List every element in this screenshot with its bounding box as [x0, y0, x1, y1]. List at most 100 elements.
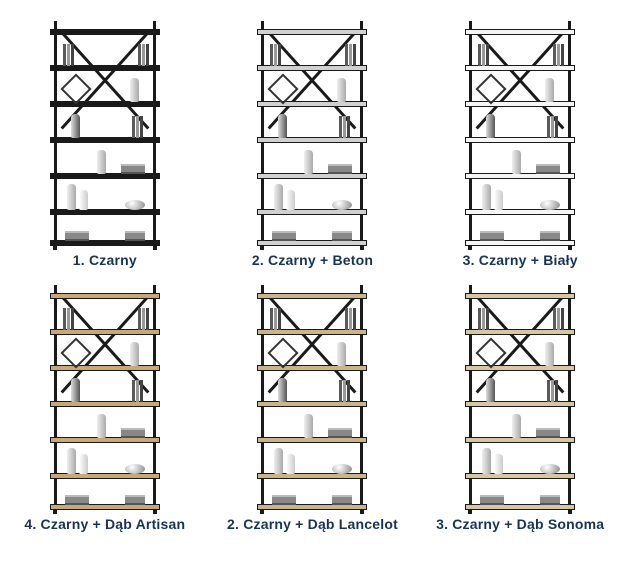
shelf-decor [466, 182, 574, 210]
foot [468, 246, 472, 250]
shelf-decor [51, 374, 159, 402]
vase-icon [130, 78, 139, 102]
shelf-plank [257, 65, 367, 71]
books-stack-icon [125, 231, 145, 241]
product-image [419, 272, 621, 510]
vase-icon [278, 114, 287, 138]
foot [53, 510, 57, 514]
variant-label: 1. Czarny [73, 252, 137, 268]
geo-icon [476, 337, 507, 368]
shelf-decor [466, 38, 574, 66]
shelf-plank [50, 101, 160, 107]
vase-icon [545, 342, 554, 366]
books-icon [547, 380, 550, 402]
shelf-plank [50, 504, 160, 510]
vase-icon [494, 190, 503, 210]
shelf-plank [50, 329, 160, 335]
vase-icon [71, 114, 80, 138]
shelf-decor [258, 477, 366, 505]
vase-icon [67, 184, 76, 210]
shelf-plank [257, 240, 367, 246]
books-stack-icon [332, 495, 352, 505]
product-image [419, 8, 621, 246]
books-icon [553, 308, 556, 330]
vase-icon [486, 114, 495, 138]
shelf-plank [257, 173, 367, 179]
shelf-decor [466, 338, 574, 366]
books-stack-icon [65, 231, 89, 241]
vase-icon [274, 184, 283, 210]
shelf-plank [50, 437, 160, 443]
variant-label: 2. Czarny + Beton [252, 252, 373, 268]
vase-icon [486, 378, 495, 402]
books-stack-icon [332, 231, 352, 241]
foot [153, 246, 157, 250]
variant-cell: 2. Czarny + Dąb Lancelot [212, 272, 414, 532]
vase-icon [71, 378, 80, 402]
books-icon [339, 380, 342, 402]
shelf-decor [258, 410, 366, 438]
books-icon [345, 308, 348, 330]
shelf-plank [465, 365, 575, 371]
foot [360, 246, 364, 250]
shelf-plank [257, 329, 367, 335]
shelf-decor [466, 110, 574, 138]
shelf-plank [50, 240, 160, 246]
vase-icon [545, 78, 554, 102]
books-icon [138, 308, 141, 330]
shelf-plank [257, 437, 367, 443]
shelf-decor [258, 302, 366, 330]
shelf-plank [50, 293, 160, 299]
variant-label: 3. Czarny + Dąb Sonoma [436, 516, 604, 532]
shelf-decor [51, 338, 159, 366]
vase-icon [130, 342, 139, 366]
shelf-plank [465, 29, 575, 35]
decor-icon [332, 200, 352, 210]
shelf-plank [257, 137, 367, 143]
books-stack-icon [328, 164, 352, 174]
shelf-decor [258, 374, 366, 402]
shelf-plank [50, 137, 160, 143]
shelf-decor [51, 182, 159, 210]
shelf-decor [258, 446, 366, 474]
product-image [212, 8, 414, 246]
decor-icon [540, 464, 560, 474]
books-icon [63, 44, 66, 66]
vase-icon [79, 190, 88, 210]
foot [260, 510, 264, 514]
books-stack-icon [540, 495, 560, 505]
shelf-decor [466, 410, 574, 438]
shelf-plank [257, 293, 367, 299]
geo-icon [476, 73, 507, 104]
books-stack-icon [480, 231, 504, 241]
books-stack-icon [536, 428, 560, 438]
shelf-plank [257, 504, 367, 510]
bookshelf [50, 21, 160, 246]
books-stack-icon [272, 495, 296, 505]
vase-icon [494, 454, 503, 474]
decor-icon [125, 464, 145, 474]
bookshelf [465, 21, 575, 246]
product-image [4, 8, 206, 246]
shelf-decor [258, 338, 366, 366]
foot [53, 246, 57, 250]
vase-icon [97, 150, 106, 174]
books-stack-icon [65, 495, 89, 505]
vase-icon [337, 78, 346, 102]
variant-cell: 1. Czarny [4, 8, 206, 268]
shelf-plank [465, 329, 575, 335]
geo-icon [268, 73, 299, 104]
geo-icon [60, 73, 91, 104]
shelf-decor [258, 213, 366, 241]
decor-icon [332, 464, 352, 474]
books-stack-icon [125, 495, 145, 505]
shelf-decor [51, 302, 159, 330]
shelf-decor [51, 213, 159, 241]
variant-label: 3. Czarny + Biały [463, 252, 578, 268]
vase-icon [278, 378, 287, 402]
vase-icon [67, 448, 76, 474]
books-icon [547, 116, 550, 138]
shelf-decor [51, 410, 159, 438]
foot [153, 510, 157, 514]
vase-icon [304, 150, 313, 174]
